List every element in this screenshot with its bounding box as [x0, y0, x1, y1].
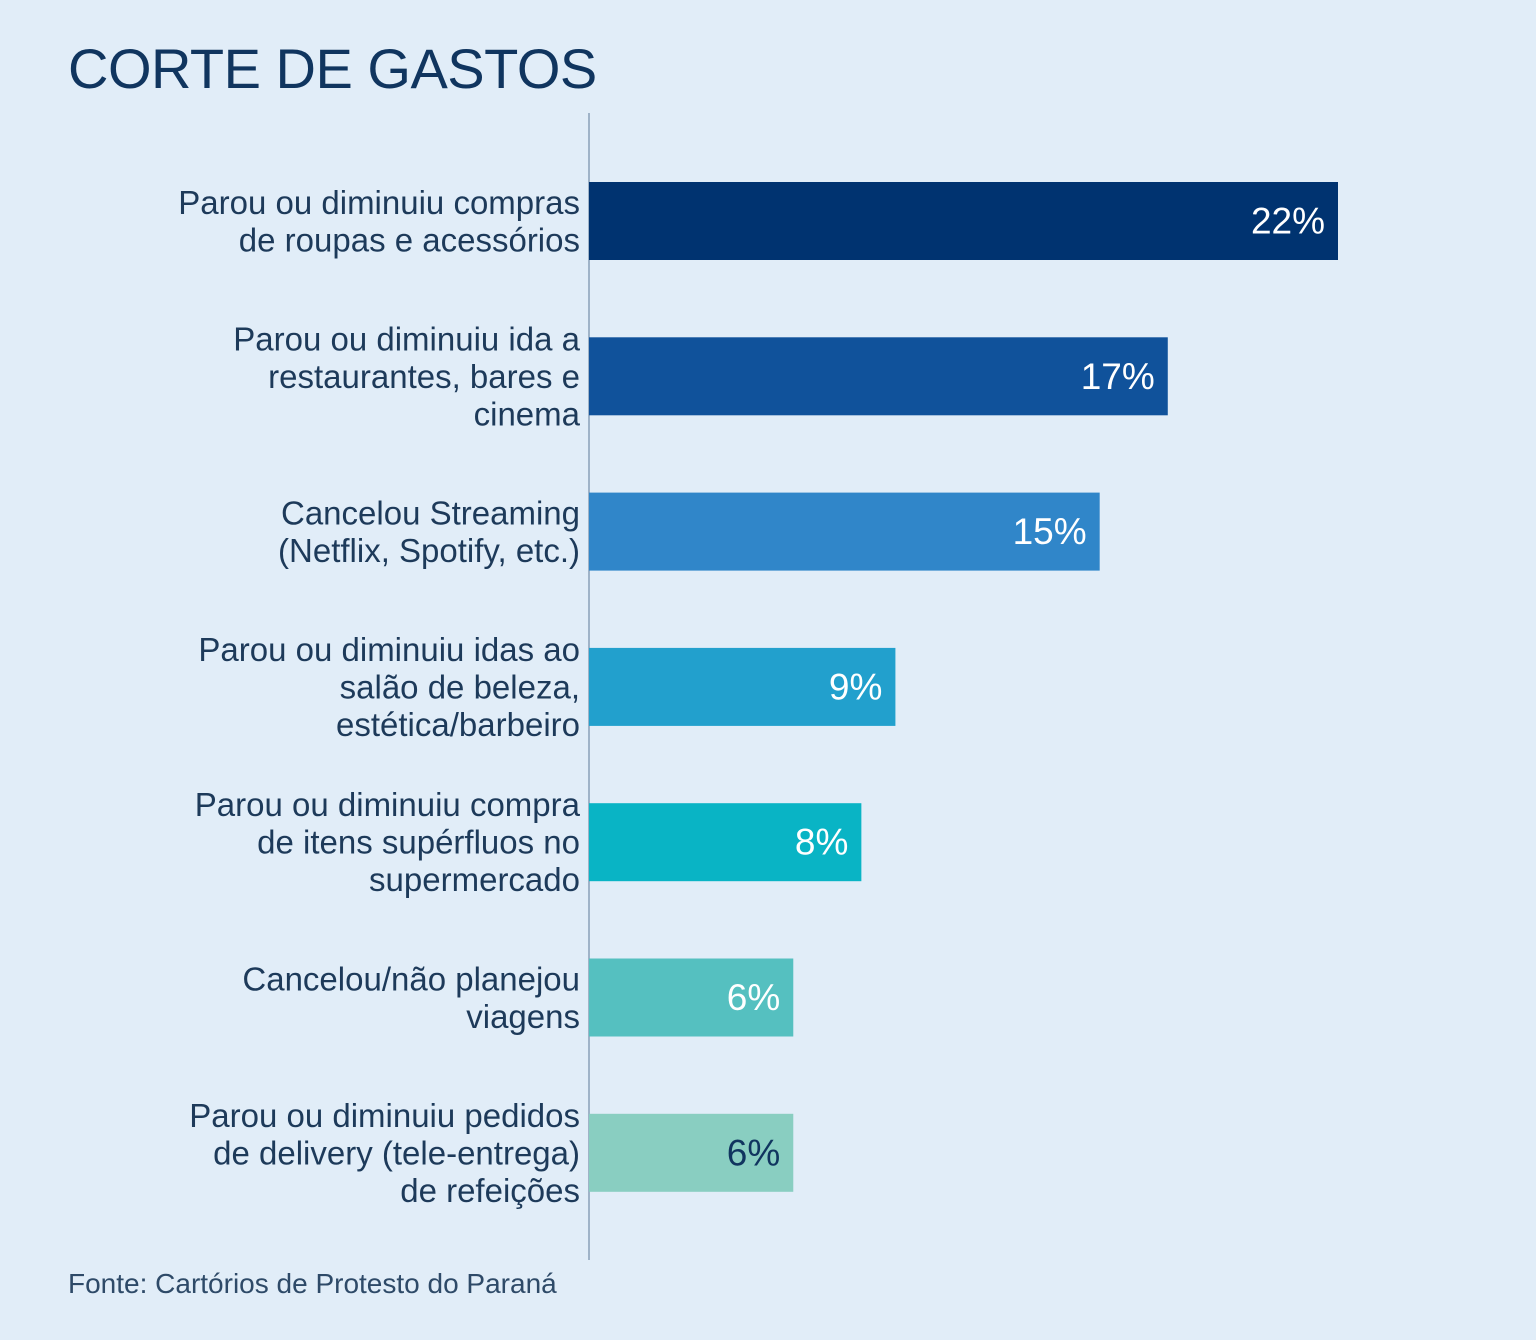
- category-label-4: Parou ou diminuiu idas ao salão de beleza…: [198, 631, 580, 743]
- value-label-3: 15%: [1013, 511, 1087, 552]
- category-label-7: Parou ou diminuiu pedidos de delivery (te…: [189, 1097, 580, 1209]
- bar-4: [589, 647, 896, 726]
- category-label-3: Cancelou Streaming (Netflix, Spotify, etc…: [278, 494, 580, 569]
- category-label-line: Cancelou/não planejou: [242, 960, 580, 997]
- category-label-line: cinema: [474, 395, 581, 432]
- value-label-1: 22%: [1251, 201, 1325, 242]
- category-label-line: Cancelou Streaming: [281, 494, 580, 531]
- value-label-5: 8%: [795, 822, 848, 863]
- category-label-1: Parou ou diminuiu compras de roupas e ace…: [178, 184, 580, 259]
- category-label-line: Parou ou diminuiu idas ao: [198, 631, 580, 668]
- value-label-2: 17%: [1081, 356, 1155, 397]
- category-label-line: viagens: [466, 998, 580, 1035]
- bar-5: [589, 803, 862, 882]
- bar-7: [589, 1113, 794, 1192]
- category-label-line: salão de beleza,: [340, 668, 580, 705]
- value-label-4: 9%: [829, 666, 882, 707]
- category-label-5: Parou ou diminuiu compra de itens supérfl…: [195, 786, 581, 898]
- category-label-6: Cancelou/não planejou viagens: [242, 960, 580, 1035]
- value-label-7: 6%: [727, 1132, 780, 1173]
- category-label-line: de itens supérfluos no: [257, 824, 580, 861]
- category-label-line: (Netflix, Spotify, etc.): [278, 532, 580, 569]
- category-label-line: Parou ou diminuiu pedidos: [189, 1097, 580, 1134]
- category-label-line: Parou ou diminuiu compra: [195, 786, 581, 823]
- bar-3: [589, 492, 1100, 571]
- chart-title: CORTE DE GASTOS: [68, 37, 597, 100]
- bar-2: [589, 337, 1168, 416]
- category-label-line: de delivery (tele-entrega): [213, 1134, 580, 1171]
- category-label-line: restaurantes, bares e: [268, 358, 580, 395]
- source-note: Fonte: Cartórios de Protesto do Paraná: [68, 1268, 557, 1299]
- category-label-line: estética/barbeiro: [336, 706, 580, 743]
- bar-6: [589, 958, 794, 1037]
- category-label-2: Parou ou diminuiu ida a restaurantes, bar…: [233, 320, 580, 432]
- category-label-line: supermercado: [369, 861, 580, 898]
- category-label-line: Parou ou diminuiu compras: [178, 184, 580, 221]
- category-label-line: Parou ou diminuiu ida a: [233, 320, 580, 357]
- category-label-line: de roupas e acessórios: [239, 221, 580, 258]
- value-label-6: 6%: [727, 977, 780, 1018]
- category-label-line: de refeições: [400, 1172, 580, 1209]
- bar-1: [589, 182, 1338, 260]
